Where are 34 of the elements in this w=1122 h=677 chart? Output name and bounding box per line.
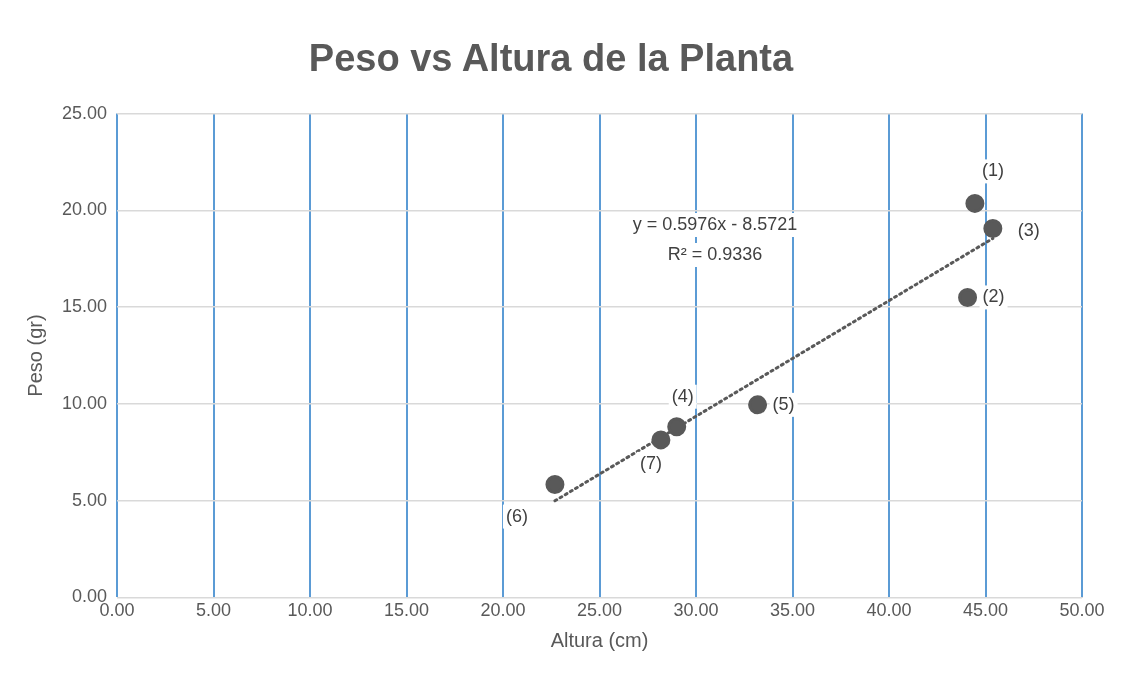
annotation: (6) (505, 505, 528, 526)
x-tick-label: 15.00 (384, 600, 430, 621)
annotation: (5) (772, 393, 795, 414)
x-tick-label: 50.00 (1059, 600, 1105, 621)
y-axis-title: Peso (gr) (23, 314, 46, 397)
point (748, 395, 768, 415)
x-tick-label: 25.00 (577, 600, 623, 621)
point (667, 417, 687, 437)
chart-title: Peso vs Altura de la Planta (308, 37, 795, 80)
y-tick-label: 20.00 (62, 199, 108, 220)
annotation: (1) (981, 160, 1004, 181)
y-tick-label: 10.00 (62, 392, 108, 413)
y-tick-label: 25.00 (62, 102, 108, 123)
annotation: (4) (671, 385, 694, 406)
x-tick-label: 5.00 (196, 600, 232, 621)
y-tick-label: 15.00 (62, 296, 108, 317)
annotation: y = 0.5976x - 8.5721 (632, 213, 798, 234)
point (965, 193, 985, 213)
x-tick-label: 30.00 (673, 600, 719, 621)
x-tick-label: 40.00 (866, 600, 912, 621)
annotation: R² = 0.9336 (667, 243, 763, 264)
x-tick-label: 10.00 (287, 600, 333, 621)
y-tick-label: 5.00 (72, 489, 108, 510)
point (545, 475, 565, 495)
annotation: (2) (982, 286, 1005, 307)
point (983, 219, 1003, 239)
point (651, 430, 671, 450)
point (958, 287, 978, 307)
x-tick-label: 45.00 (962, 600, 1009, 621)
x-tick-label: 20.00 (480, 600, 526, 621)
annotation: (7) (639, 452, 662, 473)
x-axis-title: Altura (cm) (550, 628, 649, 651)
annotation: (3) (1017, 219, 1040, 240)
x-tick-label: 35.00 (769, 600, 816, 621)
